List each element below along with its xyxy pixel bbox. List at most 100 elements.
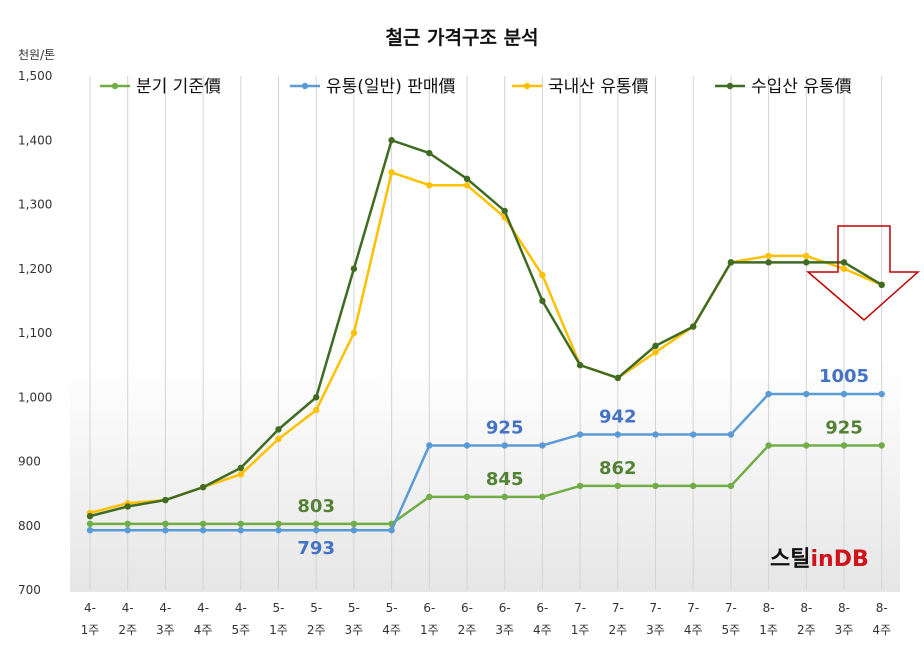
legend-label: 유통(일반) 판매價 (326, 77, 456, 97)
y-tick-label: 1,100 (18, 326, 52, 340)
data-point (576, 431, 584, 438)
logo: 스틸inDB (770, 547, 869, 572)
y-axis-ticks: 700 800 900 1,000 1,100 1,200 1,300 1,400 1,500 (18, 69, 52, 597)
svg-text:스틸inDB: 스틸inDB (770, 547, 869, 572)
data-point (426, 149, 433, 157)
y-tick-label: 1,400 (18, 133, 52, 147)
data-point (765, 259, 772, 266)
data-point (690, 323, 697, 330)
data-point (614, 482, 621, 490)
down-arrow-icon (805, 225, 920, 321)
data-point (652, 482, 659, 490)
data-labels: 803 793 925 845 942 862 1005 925 (297, 366, 869, 559)
data-point (803, 252, 810, 260)
data-point (350, 527, 358, 534)
data-label: 925 (825, 417, 863, 438)
y-tick-label: 900 (18, 455, 41, 469)
legend-marker (111, 82, 119, 90)
x-tick-label: 8-1주 (759, 601, 778, 637)
x-tick-label: 8-4주 (872, 601, 891, 637)
data-point (388, 169, 395, 176)
data-point (727, 259, 735, 266)
data-point (199, 484, 207, 491)
y-axis-unit: 천원/톤 (18, 47, 55, 62)
x-tick-label: 5-3주 (345, 601, 364, 637)
x-tick-label: 6-3주 (495, 601, 514, 637)
data-point (237, 464, 244, 472)
data-label: 925 (486, 417, 524, 438)
data-point (539, 493, 546, 501)
data-point (313, 527, 320, 534)
data-point (765, 252, 772, 260)
x-tick-label: 6-1주 (420, 601, 439, 637)
x-tick-label: 7-1주 (571, 601, 590, 637)
data-point (313, 394, 320, 401)
data-point (86, 520, 94, 528)
data-point (614, 431, 621, 438)
data-point (463, 175, 471, 182)
data-point (576, 361, 584, 369)
data-point (576, 482, 584, 490)
data-point (350, 329, 358, 337)
x-tick-label: 6-2주 (458, 601, 477, 637)
data-point (878, 281, 885, 289)
data-point (426, 182, 433, 189)
plot-background (70, 78, 900, 592)
legend-label: 분기 기준價 (136, 77, 221, 97)
data-point (388, 527, 395, 534)
data-label: 862 (599, 458, 637, 479)
x-tick-label: 4-3주 (156, 601, 175, 637)
data-point (86, 512, 94, 520)
data-point (690, 482, 697, 490)
legend-marker (523, 82, 531, 90)
data-point (463, 182, 471, 189)
x-tick-label: 7-2주 (608, 601, 627, 637)
series-line-3 (89, 139, 883, 518)
data-point (350, 265, 358, 272)
data-point (765, 442, 772, 449)
x-tick-label: 7-5주 (722, 601, 741, 637)
data-point (803, 442, 810, 449)
x-axis-ticks: 4-1주 4-2주 4-3주 4-4주 4-5주 5-1주 5-2주 5-3주 5-4주 6-1주… (81, 601, 891, 637)
data-point (727, 431, 735, 438)
logo-part2: in (810, 547, 833, 572)
data-point (840, 259, 848, 266)
data-point (426, 442, 433, 449)
x-tick-label: 4-4주 (194, 601, 213, 637)
data-point (727, 482, 735, 490)
data-label: 845 (486, 469, 524, 490)
x-tick-label: 6-4주 (533, 601, 552, 637)
data-point (878, 390, 885, 398)
data-point (539, 271, 546, 279)
x-tick-label: 8-2주 (797, 601, 816, 637)
data-point (426, 493, 433, 501)
data-point (840, 265, 848, 272)
data-point (275, 435, 282, 443)
logo-part3: DB (834, 547, 869, 572)
data-point (388, 137, 395, 144)
data-point (86, 527, 94, 534)
data-point (313, 520, 320, 528)
data-point (501, 207, 508, 215)
legend-label: 국내산 유통價 (548, 77, 649, 97)
data-point (237, 471, 244, 478)
data-point (501, 493, 508, 501)
data-point (275, 527, 282, 534)
data-point (765, 390, 772, 398)
data-point (162, 527, 169, 534)
x-tick-label: 7-3주 (646, 601, 665, 637)
y-tick-label: 1,200 (18, 262, 52, 276)
data-point (124, 527, 131, 534)
data-point (350, 520, 358, 528)
data-point (652, 349, 659, 356)
data-point (840, 442, 848, 449)
data-point (463, 493, 471, 501)
y-tick-label: 1,500 (18, 69, 52, 83)
legend-label: 수입산 유통價 (751, 77, 852, 97)
grid-lines (89, 76, 883, 590)
data-point (539, 297, 546, 305)
data-point (162, 496, 169, 504)
data-point (803, 259, 810, 266)
x-tick-label: 4-1주 (81, 601, 100, 637)
